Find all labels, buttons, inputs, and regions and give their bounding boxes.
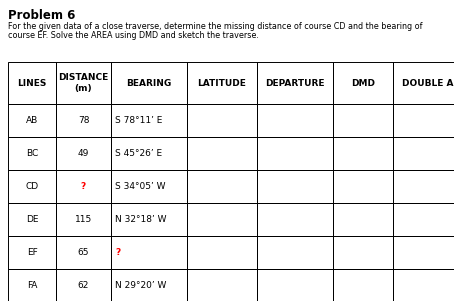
Text: 115: 115	[75, 215, 92, 224]
Bar	[393, 104, 454, 137]
Bar	[257, 104, 333, 137]
Bar	[56, 104, 111, 137]
Bar	[333, 62, 393, 104]
Text: S 78°11’ E: S 78°11’ E	[115, 116, 163, 125]
Bar	[333, 269, 393, 301]
Bar	[56, 137, 111, 170]
Bar	[393, 62, 454, 104]
Text: CD: CD	[25, 182, 39, 191]
Text: DE: DE	[26, 215, 38, 224]
Bar	[56, 236, 111, 269]
Bar	[187, 62, 257, 104]
Text: DMD: DMD	[351, 79, 375, 88]
Text: 65: 65	[78, 248, 89, 257]
Text: EF: EF	[27, 248, 37, 257]
Bar	[257, 236, 333, 269]
Text: N 29°20’ W: N 29°20’ W	[115, 281, 166, 290]
Text: 78: 78	[78, 116, 89, 125]
Bar	[187, 137, 257, 170]
Text: LINES: LINES	[17, 79, 47, 88]
Bar	[333, 203, 393, 236]
Bar	[111, 269, 187, 301]
Bar	[111, 137, 187, 170]
Text: DEPARTURE: DEPARTURE	[265, 79, 325, 88]
Bar	[257, 137, 333, 170]
Text: course EF. Solve the AREA using DMD and sketch the traverse.: course EF. Solve the AREA using DMD and …	[8, 31, 259, 40]
Bar	[8, 62, 56, 104]
Bar	[333, 170, 393, 203]
Text: N 32°18’ W: N 32°18’ W	[115, 215, 167, 224]
Text: FA: FA	[27, 281, 37, 290]
Text: S 34°05’ W: S 34°05’ W	[115, 182, 166, 191]
Bar	[8, 137, 56, 170]
Bar	[111, 62, 187, 104]
Bar	[111, 236, 187, 269]
Bar	[333, 104, 393, 137]
Bar	[111, 104, 187, 137]
Bar	[56, 170, 111, 203]
Bar	[8, 203, 56, 236]
Bar	[56, 62, 111, 104]
Bar	[257, 62, 333, 104]
Bar	[393, 203, 454, 236]
Text: Problem 6: Problem 6	[8, 9, 75, 22]
Bar	[187, 104, 257, 137]
Text: 49: 49	[78, 149, 89, 158]
Bar	[111, 203, 187, 236]
Bar	[257, 170, 333, 203]
Bar	[187, 269, 257, 301]
Text: BEARING: BEARING	[126, 79, 172, 88]
Bar	[393, 269, 454, 301]
Bar	[8, 236, 56, 269]
Text: 62: 62	[78, 281, 89, 290]
Bar	[333, 137, 393, 170]
Bar	[393, 170, 454, 203]
Bar	[257, 269, 333, 301]
Bar	[393, 236, 454, 269]
Bar	[333, 236, 393, 269]
Text: ?: ?	[115, 248, 120, 257]
Text: LATITUDE: LATITUDE	[197, 79, 247, 88]
Text: S 45°26’ E: S 45°26’ E	[115, 149, 162, 158]
Bar	[8, 104, 56, 137]
Text: AB: AB	[26, 116, 38, 125]
Bar	[111, 170, 187, 203]
Bar	[393, 137, 454, 170]
Bar	[56, 203, 111, 236]
Text: ?: ?	[81, 182, 86, 191]
Text: BC: BC	[26, 149, 38, 158]
Text: DISTANCE
(m): DISTANCE (m)	[59, 73, 109, 93]
Bar	[8, 170, 56, 203]
Text: For the given data of a close traverse, determine the missing distance of course: For the given data of a close traverse, …	[8, 22, 423, 31]
Bar	[187, 170, 257, 203]
Bar	[187, 203, 257, 236]
Bar	[56, 269, 111, 301]
Bar	[257, 203, 333, 236]
Bar	[8, 269, 56, 301]
Text: DOUBLE AREA: DOUBLE AREA	[402, 79, 454, 88]
Bar	[187, 236, 257, 269]
